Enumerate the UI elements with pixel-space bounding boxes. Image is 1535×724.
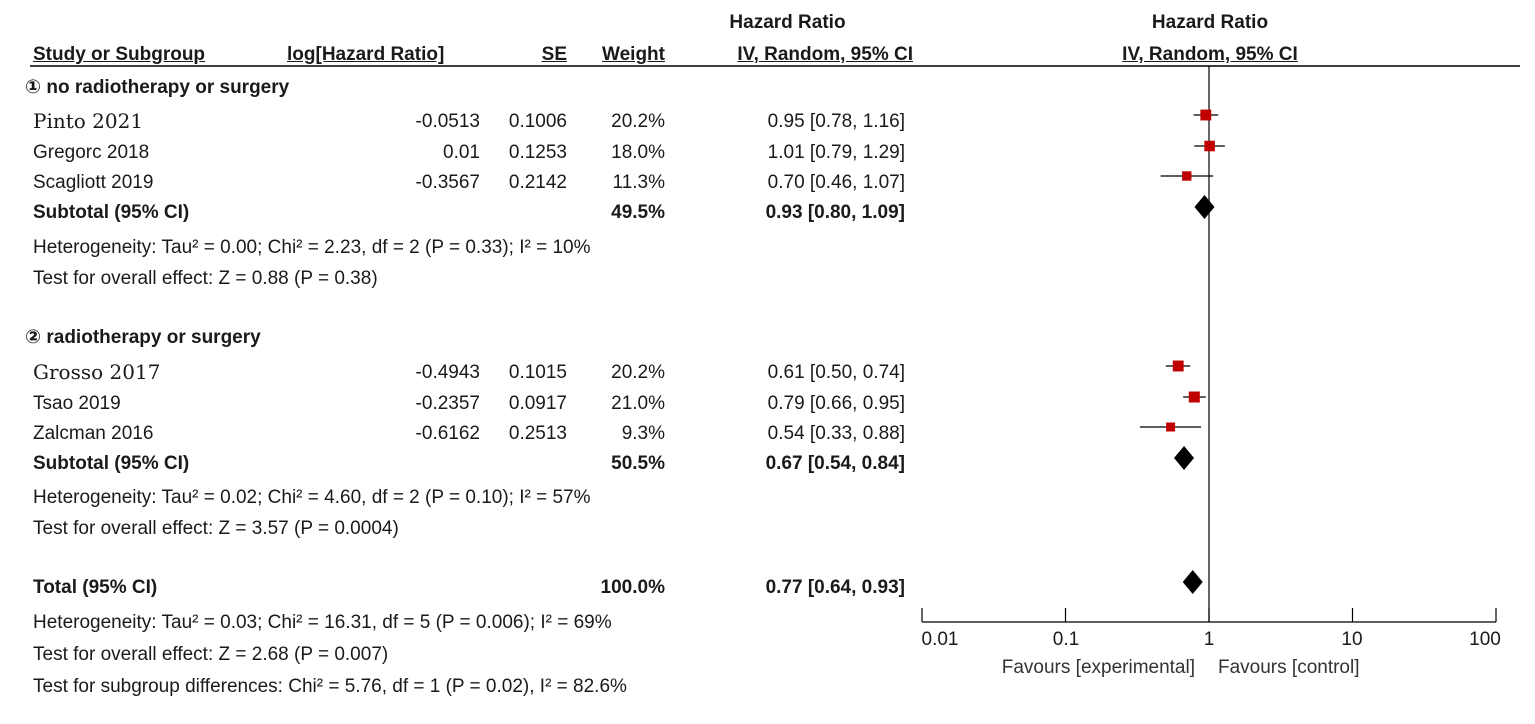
se-column-header: SE bbox=[541, 44, 567, 65]
study-column-header: Study or Subgroup bbox=[33, 44, 206, 65]
study-name: Grosso 2017 bbox=[33, 360, 161, 384]
loghr-value: 0.01 bbox=[443, 142, 480, 163]
x-tick-label: 0.01 bbox=[921, 629, 959, 650]
weight-value: 9.3% bbox=[621, 423, 665, 444]
hr-ci-value: 0.61 [0.50, 0.74] bbox=[767, 362, 905, 383]
subgroup-differences-text: Test for subgroup differences: Chi² = 5.… bbox=[33, 676, 627, 697]
summary-diamond bbox=[1194, 195, 1215, 219]
hr-column-title: Hazard Ratio bbox=[729, 12, 846, 33]
subtotal-ci: 0.67 [0.54, 0.84] bbox=[765, 453, 905, 474]
weight-value: 20.2% bbox=[611, 111, 665, 132]
se-value: 0.2142 bbox=[508, 172, 567, 193]
x-tick-label: 0.1 bbox=[1052, 629, 1080, 650]
summary-diamond bbox=[1174, 446, 1195, 470]
total-overall-effect-text: Test for overall effect: Z = 2.68 (P = 0… bbox=[33, 644, 389, 665]
summary-diamond bbox=[1182, 570, 1203, 594]
se-value: 0.1253 bbox=[508, 142, 567, 163]
hr-ci-value: 1.01 [0.79, 1.29] bbox=[767, 142, 905, 163]
subtotal-ci: 0.93 [0.80, 1.09] bbox=[765, 202, 905, 223]
study-name: Pinto 2021 bbox=[33, 109, 144, 133]
group-title: ② radiotherapy or surgery bbox=[25, 327, 261, 348]
favours-control-label: Favours [control] bbox=[1218, 657, 1360, 678]
overall-effect-text: Test for overall effect: Z = 3.57 (P = 0… bbox=[33, 518, 399, 539]
subtotal-label: Subtotal (95% CI) bbox=[33, 453, 190, 474]
group-title: ① no radiotherapy or surgery bbox=[25, 77, 290, 98]
heterogeneity-text: Heterogeneity: Tau² = 0.02; Chi² = 4.60,… bbox=[33, 487, 591, 508]
total-weight: 100.0% bbox=[600, 577, 665, 598]
plot-column-title: Hazard Ratio bbox=[1151, 12, 1269, 33]
study-name: Gregorc 2018 bbox=[33, 142, 150, 163]
hr-ci-value: 0.79 [0.66, 0.95] bbox=[767, 393, 905, 414]
study-square bbox=[1182, 171, 1192, 181]
study-name: Zalcman 2016 bbox=[33, 423, 154, 444]
plot-marks bbox=[1139, 109, 1225, 594]
se-value: 0.1006 bbox=[508, 111, 567, 132]
study-square bbox=[1166, 422, 1176, 432]
loghr-value: -0.0513 bbox=[415, 111, 480, 132]
study-name: Scagliott 2019 bbox=[33, 172, 154, 193]
study-square bbox=[1172, 360, 1184, 372]
se-value: 0.0917 bbox=[508, 393, 567, 414]
loghr-value: -0.3567 bbox=[415, 172, 480, 193]
weight-value: 20.2% bbox=[611, 362, 665, 383]
hr-ci-value: 0.70 [0.46, 1.07] bbox=[767, 172, 905, 193]
study-square bbox=[1188, 391, 1200, 403]
x-tick-label: 10 bbox=[1341, 629, 1363, 650]
total-label: Total (95% CI) bbox=[33, 577, 158, 598]
subtotal-weight: 50.5% bbox=[611, 453, 665, 474]
weight-value: 21.0% bbox=[611, 393, 665, 414]
se-value: 0.1015 bbox=[508, 362, 567, 383]
x-axis bbox=[921, 608, 1497, 623]
se-value: 0.2513 bbox=[508, 423, 567, 444]
hr-ci-value: 0.95 [0.78, 1.16] bbox=[767, 111, 905, 132]
overall-effect-text: Test for overall effect: Z = 0.88 (P = 0… bbox=[33, 268, 378, 289]
subtotal-label: Subtotal (95% CI) bbox=[33, 202, 190, 223]
study-name: Tsao 2019 bbox=[33, 393, 121, 414]
x-tick-label: 100 bbox=[1469, 629, 1501, 650]
loghr-value: -0.2357 bbox=[415, 393, 480, 414]
weight-column-header: Weight bbox=[602, 44, 665, 65]
weight-value: 18.0% bbox=[611, 142, 665, 163]
total-ci: 0.77 [0.64, 0.93] bbox=[765, 577, 905, 598]
x-tick-label: 1 bbox=[1203, 629, 1215, 650]
plot-ci-column-header: IV, Random, 95% CI bbox=[1122, 44, 1298, 65]
study-square bbox=[1204, 140, 1215, 152]
hr-ci-column-header: IV, Random, 95% CI bbox=[737, 44, 913, 65]
weight-value: 11.3% bbox=[612, 172, 665, 193]
hr-ci-value: 0.54 [0.33, 0.88] bbox=[767, 423, 905, 444]
favours-experimental-label: Favours [experimental] bbox=[1001, 657, 1195, 678]
loghr-column-header: log[Hazard Ratio] bbox=[287, 44, 445, 65]
total-heterogeneity-text: Heterogeneity: Tau² = 0.03; Chi² = 16.31… bbox=[33, 612, 612, 633]
study-square bbox=[1200, 109, 1212, 121]
heterogeneity-text: Heterogeneity: Tau² = 0.00; Chi² = 2.23,… bbox=[33, 237, 591, 258]
loghr-value: -0.6162 bbox=[415, 423, 480, 444]
subtotal-weight: 49.5% bbox=[611, 202, 665, 223]
loghr-value: -0.4943 bbox=[415, 362, 480, 383]
